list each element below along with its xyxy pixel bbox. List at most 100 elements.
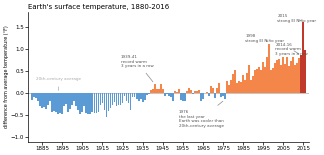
Bar: [101, 93, 103, 103]
Bar: [61, 93, 63, 114]
Bar: [130, 93, 132, 110]
Bar: [166, 93, 168, 94]
Bar: [283, 57, 284, 93]
Bar: [210, 86, 212, 93]
Bar: [172, 93, 174, 101]
Bar: [258, 67, 260, 93]
Bar: [89, 93, 91, 114]
Bar: [300, 55, 302, 93]
Bar: [194, 91, 196, 93]
Bar: [188, 89, 190, 93]
Y-axis label: difference from average temperature (°F): difference from average temperature (°F): [4, 25, 9, 128]
Bar: [298, 58, 300, 93]
Bar: [134, 93, 135, 97]
Bar: [39, 93, 41, 106]
Bar: [94, 93, 95, 113]
Bar: [148, 93, 150, 94]
Bar: [238, 81, 240, 93]
Bar: [252, 76, 254, 93]
Bar: [53, 93, 55, 111]
Text: 1998
strong El Niño year: 1998 strong El Niño year: [245, 34, 284, 43]
Bar: [198, 90, 200, 93]
Bar: [160, 84, 162, 93]
Bar: [218, 83, 220, 93]
Bar: [156, 89, 157, 93]
Bar: [84, 93, 85, 106]
Bar: [262, 62, 264, 93]
Bar: [96, 93, 97, 113]
Bar: [43, 93, 45, 107]
Bar: [216, 89, 218, 93]
Bar: [180, 93, 182, 100]
Bar: [31, 93, 33, 100]
Bar: [45, 93, 47, 109]
Bar: [74, 93, 75, 101]
Bar: [132, 93, 133, 97]
Bar: [136, 93, 137, 99]
Bar: [128, 93, 130, 103]
Bar: [124, 93, 125, 96]
Bar: [246, 73, 248, 93]
Bar: [69, 93, 71, 109]
Bar: [280, 65, 282, 93]
Bar: [228, 85, 230, 93]
Bar: [116, 93, 117, 106]
Text: 2014-16
record warm
3 years in a row: 2014-16 record warm 3 years in a row: [275, 43, 308, 56]
Bar: [196, 91, 198, 93]
Bar: [144, 93, 145, 100]
Bar: [158, 89, 160, 93]
Bar: [51, 93, 53, 112]
Bar: [33, 93, 35, 97]
Bar: [268, 44, 270, 93]
Bar: [295, 65, 296, 93]
Bar: [108, 93, 110, 111]
Bar: [64, 93, 65, 106]
Bar: [220, 93, 222, 97]
Text: 1976
the last year
Earth was cooler than
20th-century average: 1976 the last year Earth was cooler than…: [179, 101, 224, 128]
Bar: [290, 61, 292, 93]
Bar: [170, 93, 172, 97]
Bar: [35, 93, 37, 98]
Bar: [212, 88, 214, 93]
Bar: [303, 22, 304, 93]
Bar: [111, 93, 113, 105]
Bar: [200, 93, 202, 101]
Bar: [41, 93, 43, 108]
Bar: [168, 93, 170, 96]
Bar: [49, 93, 51, 101]
Bar: [264, 67, 266, 93]
Bar: [184, 93, 186, 101]
Bar: [98, 93, 99, 112]
Bar: [242, 75, 244, 93]
Bar: [254, 70, 256, 93]
Bar: [79, 93, 81, 114]
Bar: [99, 93, 101, 105]
Text: 1939-41
record warm
3 years in a row: 1939-41 record warm 3 years in a row: [121, 55, 153, 82]
Bar: [240, 82, 242, 93]
Bar: [110, 93, 111, 108]
Bar: [126, 93, 127, 101]
Bar: [248, 65, 250, 93]
Bar: [270, 70, 272, 93]
Bar: [222, 93, 224, 96]
Bar: [256, 69, 258, 93]
Bar: [140, 93, 142, 99]
Bar: [214, 93, 216, 98]
Bar: [260, 70, 262, 93]
Bar: [232, 74, 234, 93]
Bar: [272, 68, 274, 93]
Bar: [274, 62, 276, 93]
Bar: [142, 93, 144, 102]
Bar: [146, 93, 147, 95]
Bar: [122, 93, 123, 102]
Bar: [208, 93, 210, 96]
Bar: [104, 93, 105, 110]
Bar: [150, 90, 152, 93]
Bar: [305, 50, 306, 93]
Bar: [154, 84, 156, 93]
Bar: [288, 66, 290, 93]
Bar: [59, 93, 61, 113]
Bar: [182, 93, 184, 101]
Bar: [176, 92, 178, 93]
Bar: [206, 92, 208, 93]
